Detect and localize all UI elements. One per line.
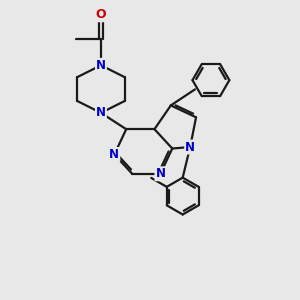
- Text: N: N: [155, 167, 165, 180]
- Text: O: O: [96, 8, 106, 21]
- Text: N: N: [109, 148, 119, 161]
- Text: N: N: [96, 106, 106, 119]
- Text: N: N: [96, 59, 106, 72]
- Text: N: N: [185, 140, 195, 154]
